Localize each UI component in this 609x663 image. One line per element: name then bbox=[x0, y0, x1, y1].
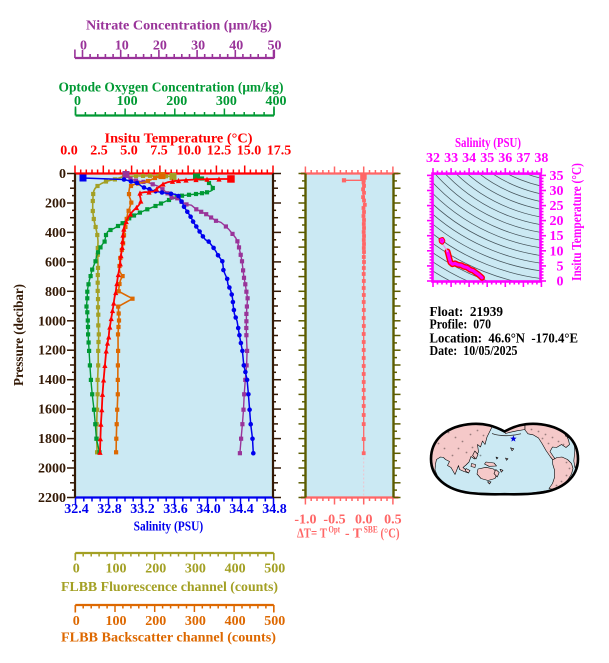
svg-text:Insitu Temperature (°C): Insitu Temperature (°C) bbox=[570, 163, 585, 281]
svg-text:12.5: 12.5 bbox=[207, 144, 232, 159]
svg-text:1000: 1000 bbox=[38, 314, 66, 329]
svg-text:-1.0: -1.0 bbox=[294, 513, 316, 528]
svg-text:0: 0 bbox=[80, 39, 87, 54]
svg-text:0.5: 0.5 bbox=[384, 513, 402, 528]
svg-text:Optode Oxygen Concentration (μ: Optode Oxygen Concentration (μm/kg) bbox=[59, 81, 284, 96]
svg-text:7.5: 7.5 bbox=[150, 144, 168, 159]
svg-text:Salinity (PSU): Salinity (PSU) bbox=[134, 520, 204, 535]
svg-text:FLBB Backscatter channel (coun: FLBB Backscatter channel (counts) bbox=[61, 631, 276, 646]
svg-text:300: 300 bbox=[185, 562, 206, 577]
svg-text:400: 400 bbox=[266, 94, 287, 109]
svg-text:Salinity (PSU): Salinity (PSU) bbox=[455, 136, 521, 151]
svg-text:400: 400 bbox=[225, 614, 246, 629]
svg-text:400: 400 bbox=[225, 562, 246, 577]
svg-text:5: 5 bbox=[557, 259, 564, 274]
svg-text:500: 500 bbox=[264, 562, 285, 577]
svg-text:ΔT= T: ΔT= T bbox=[297, 526, 327, 541]
svg-text:- T: - T bbox=[345, 526, 362, 541]
svg-text:Profile: 070: Profile: 070 bbox=[430, 317, 492, 332]
svg-text:200: 200 bbox=[45, 197, 66, 212]
svg-text:2.5: 2.5 bbox=[90, 144, 108, 159]
svg-text:17.5: 17.5 bbox=[267, 144, 292, 159]
svg-text:Pressure (decibar): Pressure (decibar) bbox=[12, 284, 27, 386]
svg-text:Opt: Opt bbox=[329, 524, 341, 534]
svg-text:-0.5: -0.5 bbox=[323, 513, 345, 528]
svg-text:0: 0 bbox=[73, 614, 80, 629]
svg-text:38: 38 bbox=[534, 151, 548, 166]
svg-text:1400: 1400 bbox=[38, 373, 66, 388]
svg-text:35: 35 bbox=[480, 151, 494, 166]
svg-text:Float: 21939: Float: 21939 bbox=[430, 304, 504, 319]
svg-text:2000: 2000 bbox=[38, 462, 66, 477]
svg-text:10.0: 10.0 bbox=[177, 144, 202, 159]
svg-text:0: 0 bbox=[59, 167, 66, 182]
svg-text:30: 30 bbox=[191, 39, 205, 54]
svg-text:20: 20 bbox=[550, 214, 564, 229]
svg-text:200: 200 bbox=[145, 562, 166, 577]
svg-text:0.0: 0.0 bbox=[60, 144, 78, 159]
svg-text:50: 50 bbox=[268, 39, 282, 54]
svg-text:0.0: 0.0 bbox=[355, 513, 373, 528]
svg-text:10: 10 bbox=[550, 244, 564, 259]
svg-text:1600: 1600 bbox=[38, 403, 66, 418]
svg-text:FLBB Fluorescence channel (cou: FLBB Fluorescence channel (counts) bbox=[61, 580, 278, 595]
svg-text:100: 100 bbox=[117, 94, 138, 109]
svg-text:34.4: 34.4 bbox=[229, 502, 254, 517]
svg-text:33: 33 bbox=[444, 151, 458, 166]
svg-text:10: 10 bbox=[115, 39, 129, 54]
svg-text:1800: 1800 bbox=[38, 432, 66, 447]
svg-text:33.2: 33.2 bbox=[130, 502, 155, 517]
svg-text:5.0: 5.0 bbox=[120, 144, 138, 159]
svg-text:0: 0 bbox=[73, 562, 80, 577]
svg-text:2200: 2200 bbox=[38, 491, 66, 506]
svg-text:36: 36 bbox=[498, 151, 512, 166]
svg-text:SBE: SBE bbox=[364, 524, 378, 534]
svg-text:300: 300 bbox=[185, 614, 206, 629]
svg-text:800: 800 bbox=[45, 285, 66, 300]
svg-text:40: 40 bbox=[229, 39, 243, 54]
svg-text:30: 30 bbox=[550, 184, 564, 199]
svg-text:200: 200 bbox=[166, 94, 187, 109]
svg-text:15: 15 bbox=[550, 229, 564, 244]
svg-text:Location: 46.6°N -170.4°E: Location: 46.6°N -170.4°E bbox=[430, 330, 579, 345]
svg-text:600: 600 bbox=[45, 255, 66, 270]
svg-text:33.6: 33.6 bbox=[163, 502, 188, 517]
svg-text:37: 37 bbox=[516, 151, 530, 166]
svg-text:100: 100 bbox=[106, 614, 127, 629]
svg-text:400: 400 bbox=[45, 226, 66, 241]
svg-text:32: 32 bbox=[426, 151, 440, 166]
svg-text:34: 34 bbox=[462, 151, 476, 166]
svg-text:Date: 10/05/2025: Date: 10/05/2025 bbox=[430, 343, 518, 358]
svg-text:25: 25 bbox=[550, 199, 564, 214]
svg-text:34.0: 34.0 bbox=[196, 502, 221, 517]
svg-text:34.8: 34.8 bbox=[262, 502, 287, 517]
svg-text:(°C): (°C) bbox=[381, 526, 400, 541]
svg-text:1200: 1200 bbox=[38, 344, 66, 359]
svg-text:Insitu Temperature (°C): Insitu Temperature (°C) bbox=[105, 132, 253, 147]
svg-text:32.8: 32.8 bbox=[97, 502, 122, 517]
svg-text:Nitrate Concentration (μm/kg): Nitrate Concentration (μm/kg) bbox=[86, 19, 272, 34]
svg-text:35: 35 bbox=[550, 169, 564, 184]
svg-text:200: 200 bbox=[145, 614, 166, 629]
svg-text:0: 0 bbox=[74, 94, 81, 109]
svg-text:500: 500 bbox=[264, 614, 285, 629]
svg-text:0: 0 bbox=[557, 275, 564, 290]
svg-text:300: 300 bbox=[216, 94, 237, 109]
svg-text:20: 20 bbox=[153, 39, 167, 54]
svg-text:15.0: 15.0 bbox=[237, 144, 262, 159]
svg-text:100: 100 bbox=[106, 562, 127, 577]
svg-text:32.4: 32.4 bbox=[64, 502, 89, 517]
